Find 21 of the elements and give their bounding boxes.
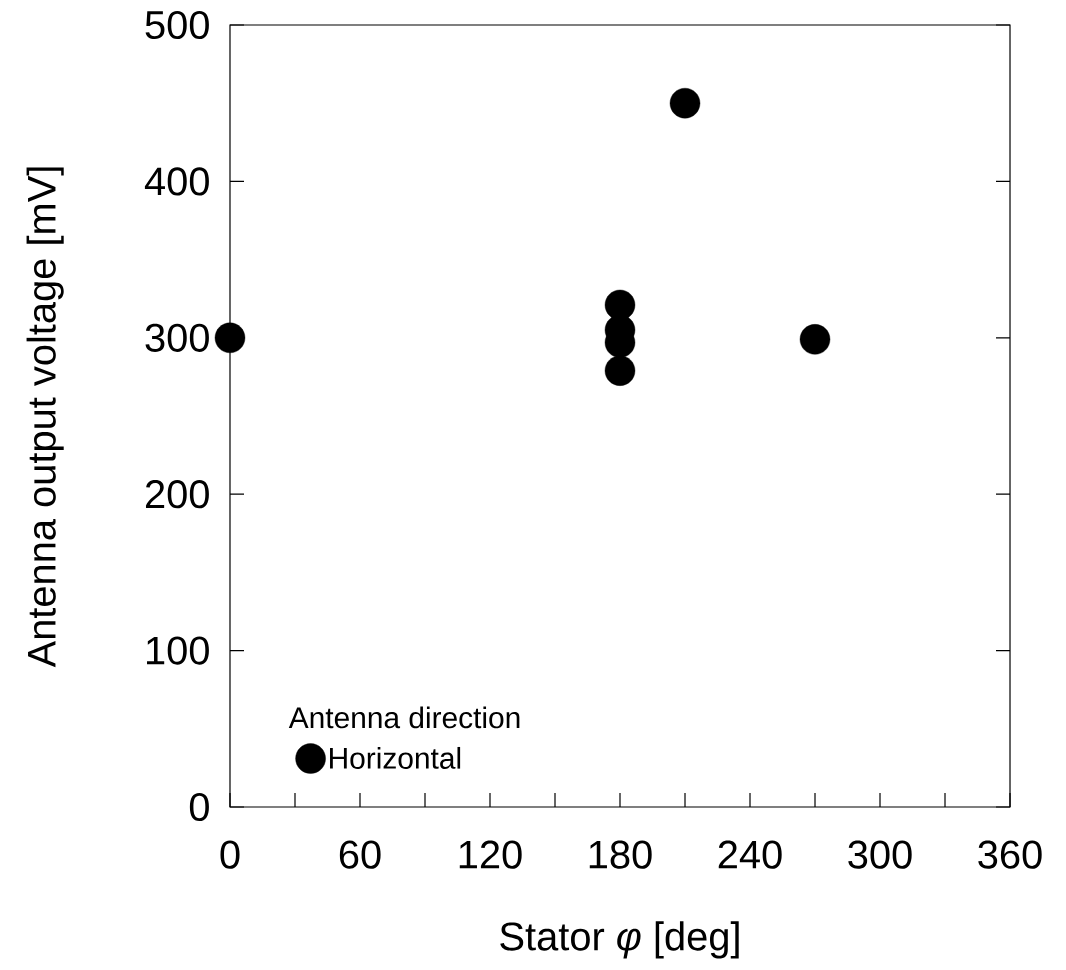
y-tick-label: 500	[145, 10, 209, 40]
x-tick-label: 180	[589, 840, 652, 869]
y-axis-title: Antenna output voltage [mV]	[26, 167, 64, 668]
point	[214, 322, 246, 353]
legend-label: Horizontal	[330, 746, 461, 769]
x-tick-label: 360	[978, 840, 1042, 869]
x-tick-label: 120	[459, 840, 522, 869]
x-tick-label: 240	[718, 840, 782, 869]
point	[799, 324, 831, 355]
y-tick-label: 400	[144, 167, 209, 196]
x-tick-label: 60	[339, 840, 381, 869]
x-tick-label: 300	[848, 840, 912, 869]
y-tick-label: 300	[145, 323, 209, 352]
point	[669, 88, 701, 119]
y-tick-label: 100	[147, 636, 209, 665]
point	[604, 355, 636, 386]
y-tick-label: 0	[189, 792, 209, 822]
x-axis-title: Stator φ [deg]	[500, 921, 739, 959]
legend-title: Antenna direction	[288, 706, 520, 729]
y-tick-label: 200	[145, 480, 209, 509]
x-tick-label: 0	[220, 840, 240, 869]
